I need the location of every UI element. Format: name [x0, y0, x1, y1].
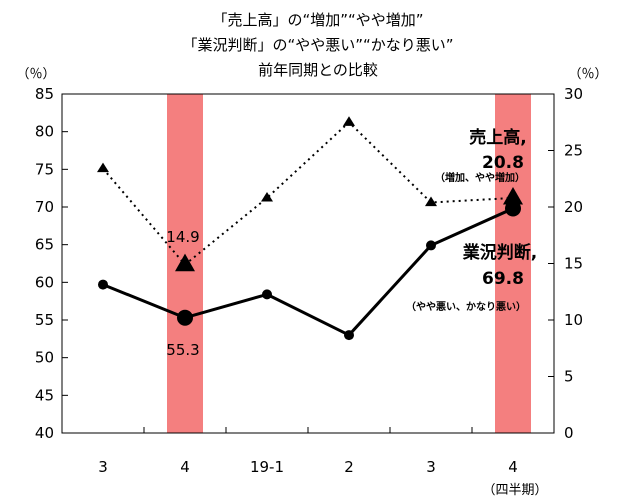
series-point-0	[426, 240, 436, 251]
right-tick-label: 5	[564, 368, 574, 386]
series-point-0	[98, 279, 108, 290]
left-tick-label: 60	[35, 273, 54, 291]
right-tick-label: 0	[564, 424, 574, 442]
series-point-0	[177, 309, 193, 326]
x-tick-label: 3	[426, 458, 436, 476]
left-tick-label: 50	[35, 349, 54, 367]
x-tick-label: 4	[508, 458, 518, 476]
left-tick-label: 80	[35, 123, 54, 141]
series-point-1	[97, 162, 109, 173]
chart-title-line-2: 「業況判断」の“やや悪い”“かなり悪い”	[182, 36, 453, 54]
business-annotation-name: 業況判断,	[463, 242, 537, 263]
business-annotation-note: （やや悪い、かなり悪い）	[406, 300, 526, 313]
series-line-1	[102, 120, 514, 267]
x-tick-label: 3	[98, 458, 108, 476]
series-point-1	[175, 253, 195, 272]
sales-annotation-name: 売上高,	[469, 127, 526, 148]
series-point-0	[262, 289, 272, 300]
left-tick-label: 75	[35, 160, 54, 178]
x-tick-label: 19-1	[250, 458, 284, 476]
left-tick-label: 70	[35, 198, 54, 216]
series-point-1	[261, 191, 273, 202]
right-tick-label: 15	[564, 255, 583, 273]
left-tick-label: 55	[35, 311, 54, 329]
right-tick-label: 25	[564, 142, 583, 160]
x-tick-label: 4	[180, 458, 190, 476]
x-axis-unit: （四半期）	[482, 483, 547, 498]
left-tick-label: 65	[35, 236, 54, 254]
series-point-1	[425, 196, 437, 207]
x-tick-label: 2	[344, 458, 354, 476]
right-tick-label: 10	[564, 311, 583, 329]
right-tick-label: 20	[564, 198, 583, 216]
chart-title-line-1: 「売上高」の“増加”“やや増加”	[212, 11, 423, 29]
series-line-0	[102, 207, 514, 337]
left-axis-unit: （％）	[16, 67, 55, 82]
series-point-1	[503, 186, 523, 205]
business-annotation-value: 69.8	[482, 269, 524, 289]
left-tick-label: 85	[35, 85, 54, 103]
data-label-business-q4: 55.3	[166, 341, 199, 359]
left-tick-label: 40	[35, 424, 54, 442]
left-tick-label: 45	[35, 386, 54, 404]
sales-annotation-value: 20.8	[482, 153, 524, 173]
series-point-1	[343, 116, 355, 126]
highlight-band-5	[495, 94, 531, 433]
right-tick-label: 30	[564, 85, 583, 103]
series-point-0	[344, 330, 354, 341]
right-axis-unit: （％）	[568, 67, 607, 82]
sales-annotation-note: （増加、やや増加）	[435, 171, 525, 184]
data-label-sales-q4: 14.9	[166, 228, 199, 246]
chart-title-line-3: 前年同期との比較	[258, 61, 378, 79]
